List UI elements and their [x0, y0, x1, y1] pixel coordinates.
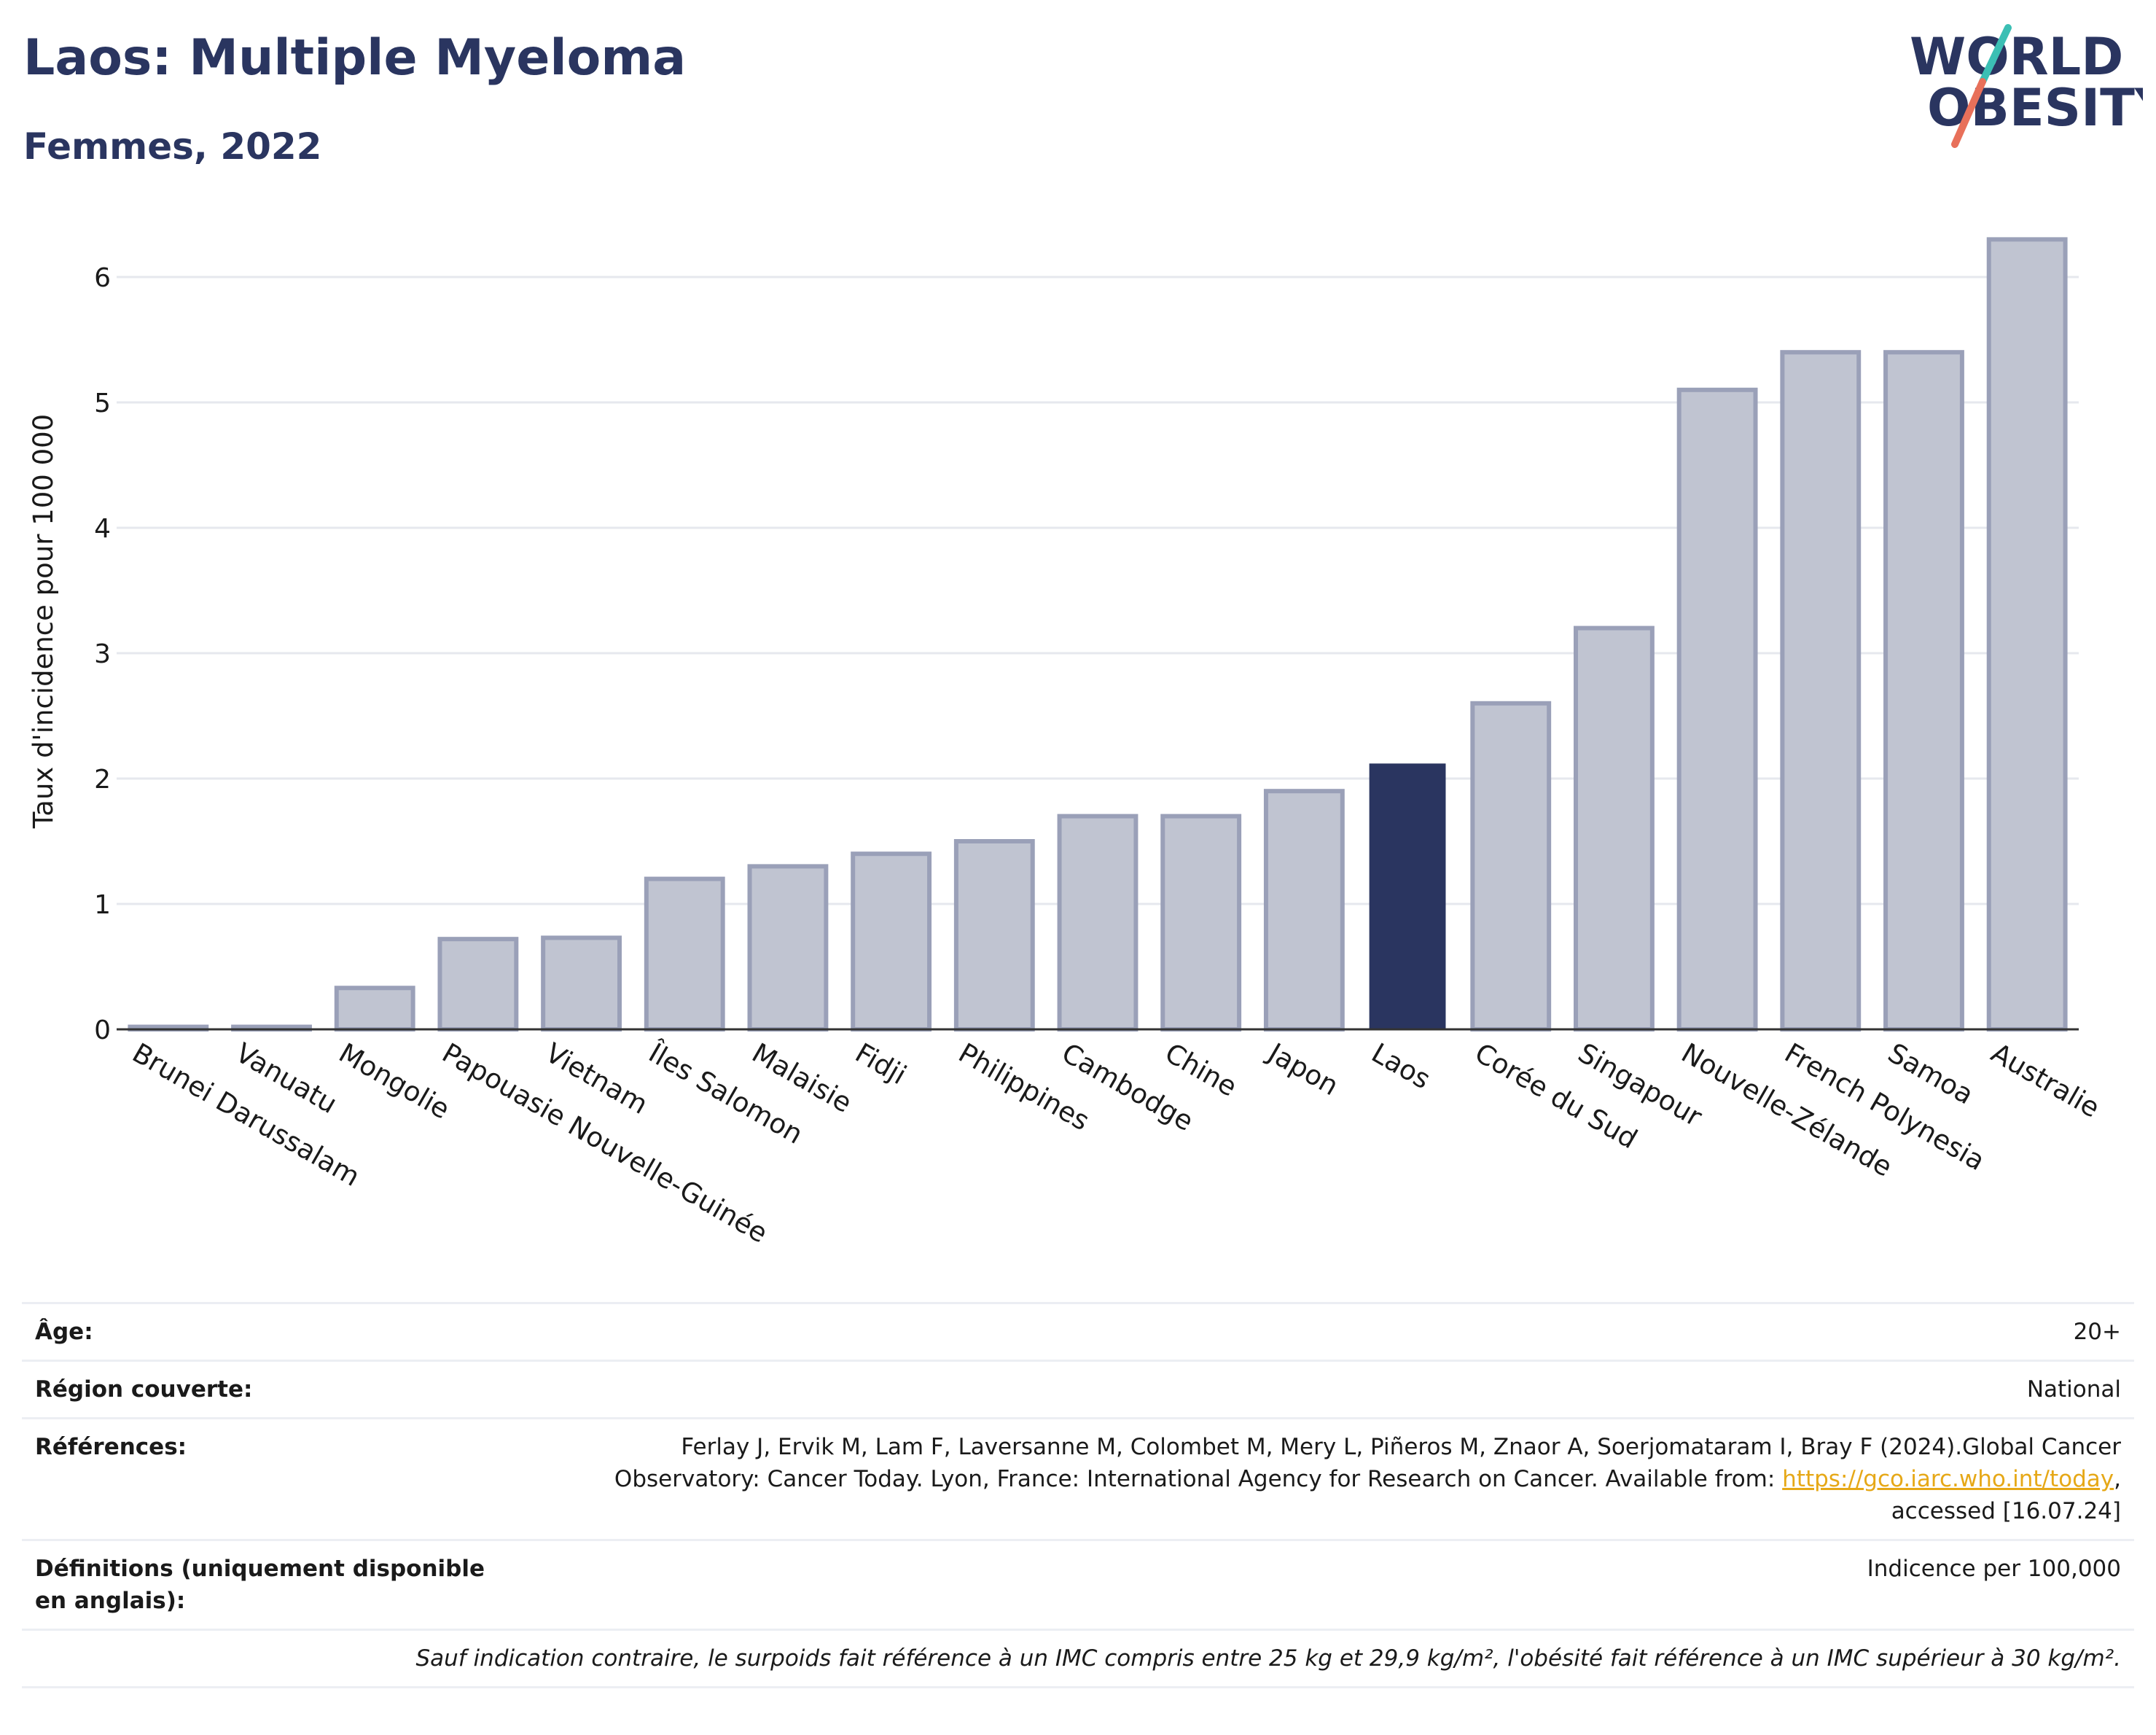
y-tick-label: 2 — [94, 765, 111, 795]
bar-nouvelle-z-lande[interactable] — [1676, 387, 1758, 1032]
x-tick-label: Japon — [1262, 1037, 1344, 1102]
footnote: Sauf indication contraire, le surpoids f… — [22, 1629, 2134, 1688]
meta-row-region: Région couverte: National — [22, 1360, 2134, 1419]
meta-row-references: Références: Ferlay J, Ervik M, Lam F, La… — [22, 1417, 2134, 1540]
bar-singapour[interactable] — [1573, 625, 1655, 1032]
y-axis-title: Taux d'incidence pour 100 000 — [28, 414, 59, 829]
bar-australie[interactable] — [1986, 237, 2068, 1032]
world-obesity-logo: WORLD OBESITY — [1910, 24, 2143, 148]
logo-slash-teal — [1979, 24, 2012, 85]
logo-slash-coral — [1951, 78, 1986, 148]
references-text: Ferlay J, Ervik M, Lam F, Laversanne M, … — [614, 1434, 2121, 1492]
region-label: Région couverte: — [22, 1360, 529, 1419]
bar-fidji[interactable] — [851, 851, 932, 1032]
bar-french-polynesia[interactable] — [1780, 350, 1862, 1032]
x-tick-label: Australie — [1986, 1037, 2105, 1124]
bar-samoa[interactable] — [1883, 350, 1964, 1032]
meta-row-note: Sauf indication contraire, le surpoids f… — [22, 1629, 2134, 1688]
y-tick-label: 4 — [94, 514, 111, 544]
bar-cor-e-du-sud[interactable] — [1470, 701, 1552, 1032]
bar-papouasie-nouvelle-guin-e[interactable] — [437, 937, 519, 1032]
references-value: Ferlay J, Ervik M, Lam F, Laversanne M, … — [529, 1417, 2134, 1540]
y-tick-label: 6 — [94, 263, 111, 293]
references-accessed: , accessed [16.07.24] — [1891, 1466, 2121, 1524]
age-label: Âge: — [22, 1302, 529, 1361]
bar-japon[interactable] — [1263, 789, 1345, 1032]
x-tick-label: Laos — [1367, 1037, 1436, 1096]
age-value: 20+ — [529, 1302, 2134, 1361]
references-label: Références: — [22, 1417, 529, 1540]
definitions-value: Indicence per 100,000 — [529, 1539, 2134, 1630]
bar-mongolie[interactable] — [334, 986, 415, 1032]
bar-malaisie[interactable] — [747, 864, 829, 1032]
bar-philippines[interactable] — [953, 839, 1035, 1032]
bar-cambodge[interactable] — [1057, 814, 1138, 1032]
bar-laos[interactable] — [1369, 763, 1446, 1029]
y-ticks: 0 1 2 3 4 5 6 — [94, 263, 111, 1045]
bar-vietnam[interactable] — [541, 935, 622, 1032]
chart-subtitle: Femmes, 2022 — [23, 125, 322, 168]
y-tick-label: 0 — [94, 1015, 111, 1045]
metadata-table: Âge: 20+ Région couverte: National Référ… — [22, 1302, 2134, 1688]
x-tick-label: Fidji — [850, 1037, 912, 1091]
y-tick-label: 5 — [94, 389, 111, 418]
y-tick-label: 3 — [94, 639, 111, 669]
meta-row-definitions: Définitions (uniquement disponible en an… — [22, 1539, 2134, 1630]
bar-chine[interactable] — [1160, 814, 1242, 1032]
logo-line-world: WORLD — [1910, 27, 2123, 87]
y-tick-label: 1 — [94, 890, 111, 920]
x-tick-labels: Brunei DarussalamVanuatuMongoliePapouasi… — [127, 1036, 2105, 1249]
bar-chart: 0 1 2 3 4 5 6 Brunei DarussalamVanuatuMongolie… — [28, 237, 2105, 1249]
chart-title: Laos: Multiple Myeloma — [23, 29, 687, 87]
definitions-label: Définitions (uniquement disponible en an… — [22, 1539, 529, 1630]
bar--les-salomon[interactable] — [644, 876, 725, 1032]
x-tick-label: Mongolie — [334, 1037, 456, 1126]
meta-row-age: Âge: 20+ — [22, 1302, 2134, 1361]
region-value: National — [529, 1360, 2134, 1419]
bars — [117, 237, 2079, 1032]
x-tick-label: Chine — [1160, 1037, 1242, 1103]
references-link[interactable]: https://gco.iarc.who.int/today — [1782, 1466, 2114, 1492]
